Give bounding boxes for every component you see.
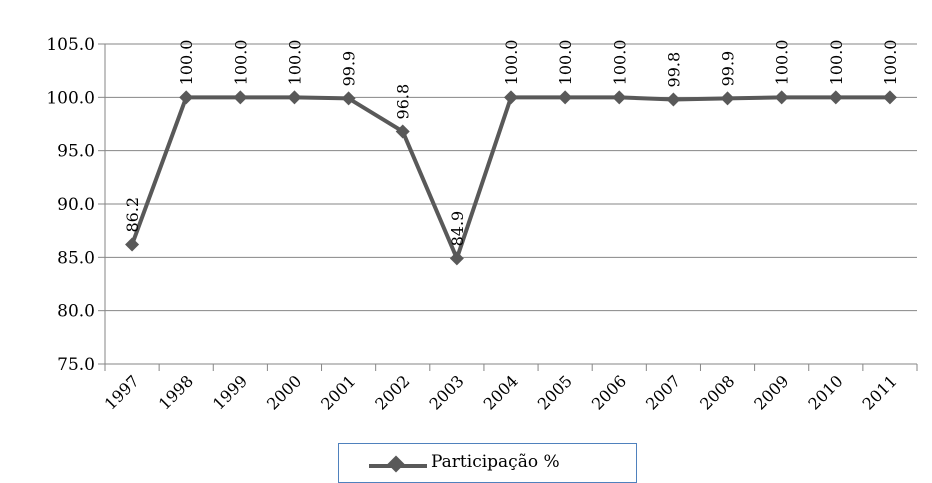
x-tick-label: 2006	[588, 371, 630, 413]
y-tick-label: 90.0	[57, 195, 95, 215]
data-label: 100.0	[773, 40, 792, 86]
x-tick-label: 2004	[480, 371, 522, 413]
x-tick-label: 2011	[859, 371, 901, 413]
x-tick-label: 1999	[209, 371, 251, 413]
data-point-marker	[504, 90, 518, 105]
data-point-marker	[558, 90, 573, 105]
data-point-marker	[341, 91, 356, 106]
data-point-marker	[125, 237, 140, 252]
y-tick-label: 80.0	[57, 302, 95, 322]
y-axis-ticks: 75.0 80.0 85.0 90.0 95.0 100.0 105.0	[46, 35, 105, 375]
data-label: 100.0	[285, 40, 304, 86]
y-tick-label: 75.0	[57, 355, 95, 375]
data-label: 100.0	[827, 40, 846, 86]
data-point-marker	[395, 124, 410, 139]
x-tick-label: 2005	[534, 371, 576, 413]
data-label: 100.0	[502, 40, 521, 86]
y-tick-label: 95.0	[57, 142, 95, 162]
x-tick-label: 2010	[804, 371, 846, 413]
x-tick-label: 2008	[696, 371, 738, 413]
data-label: 100.0	[556, 40, 575, 86]
data-label: 100.0	[881, 40, 900, 86]
x-axis-ticks: 1997 1998 1999 2000 2001 2002 2003 2004 2005 2006…	[101, 364, 918, 414]
x-tick-label: 2007	[642, 371, 684, 413]
data-point-marker	[774, 90, 789, 105]
data-labels: 86.2 100.0 100.0 100.0 99.9 96.8 84.9 100.0 100.…	[123, 40, 900, 247]
data-label: 100.0	[231, 40, 250, 86]
legend-label: Participação %	[431, 452, 560, 472]
data-point-marker	[287, 90, 302, 105]
x-tick-label: 2003	[425, 371, 467, 413]
data-label: 86.2	[123, 197, 142, 233]
data-point-marker	[720, 91, 735, 106]
series-line	[130, 95, 890, 261]
data-point-marker	[828, 90, 843, 105]
y-tick-label: 105.0	[46, 35, 95, 55]
legend: Participação %	[338, 443, 637, 483]
data-point-marker	[449, 251, 464, 266]
x-tick-label: 2009	[750, 371, 792, 413]
data-point-marker	[882, 90, 897, 105]
data-label: 99.9	[340, 51, 359, 87]
legend-diamond-marker-icon	[387, 455, 405, 473]
data-point-marker	[179, 90, 194, 105]
x-tick-label: 2001	[317, 371, 359, 413]
y-tick-label: 100.0	[46, 88, 95, 108]
data-label: 84.9	[448, 211, 467, 247]
series-participacao	[125, 90, 897, 266]
data-label: 96.8	[394, 84, 413, 120]
data-point-marker	[233, 90, 248, 105]
data-point-marker	[666, 92, 681, 107]
x-tick-label: 2002	[371, 371, 413, 413]
x-tick-label: 1997	[101, 371, 143, 413]
x-tick-label: 2000	[263, 371, 305, 413]
data-label: 100.0	[177, 40, 196, 86]
x-tick-label: 1998	[155, 371, 197, 413]
data-point-marker	[612, 90, 627, 105]
y-tick-label: 85.0	[57, 248, 95, 268]
data-label: 99.9	[719, 51, 738, 87]
data-label: 100.0	[610, 40, 629, 86]
data-label: 99.8	[664, 52, 683, 88]
